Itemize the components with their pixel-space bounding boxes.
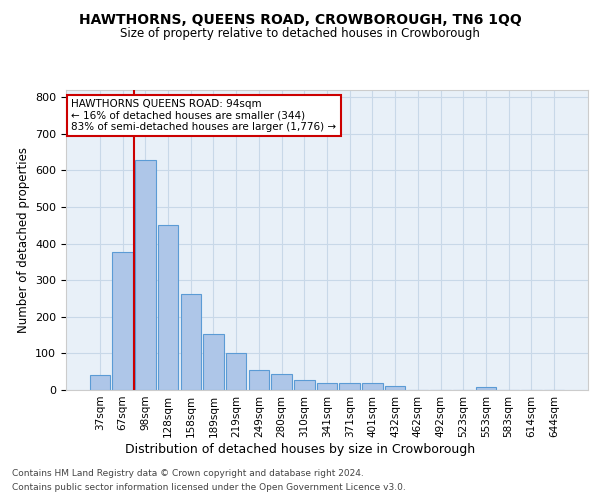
Bar [226, 354, 247, 390]
Bar [158, 226, 178, 390]
Bar [135, 160, 155, 390]
Bar [317, 384, 337, 390]
Text: Contains public sector information licensed under the Open Government Licence v3: Contains public sector information licen… [12, 484, 406, 492]
Bar [90, 374, 110, 390]
Bar [181, 294, 201, 390]
Bar [203, 334, 224, 390]
Bar [271, 374, 292, 390]
Bar [362, 384, 383, 390]
Bar [476, 387, 496, 390]
Bar [340, 384, 360, 390]
Bar [248, 370, 269, 390]
Text: Size of property relative to detached houses in Crowborough: Size of property relative to detached ho… [120, 28, 480, 40]
Bar [294, 380, 314, 390]
Y-axis label: Number of detached properties: Number of detached properties [17, 147, 29, 333]
Text: Contains HM Land Registry data © Crown copyright and database right 2024.: Contains HM Land Registry data © Crown c… [12, 468, 364, 477]
Text: Distribution of detached houses by size in Crowborough: Distribution of detached houses by size … [125, 442, 475, 456]
Bar [112, 252, 133, 390]
Text: HAWTHORNS, QUEENS ROAD, CROWBOROUGH, TN6 1QQ: HAWTHORNS, QUEENS ROAD, CROWBOROUGH, TN6… [79, 12, 521, 26]
Text: HAWTHORNS QUEENS ROAD: 94sqm
← 16% of detached houses are smaller (344)
83% of s: HAWTHORNS QUEENS ROAD: 94sqm ← 16% of de… [71, 99, 337, 132]
Bar [385, 386, 406, 390]
